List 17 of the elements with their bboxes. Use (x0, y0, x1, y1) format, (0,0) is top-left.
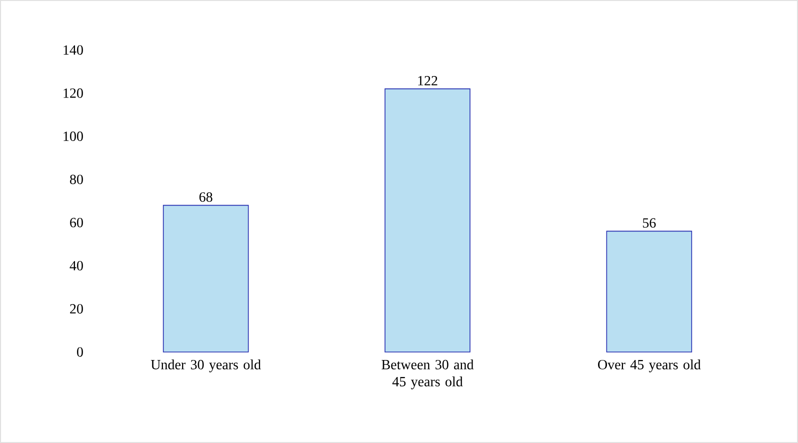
x-tick-label: Over 45 years old (598, 360, 701, 372)
y-tick-label: 80 (70, 174, 83, 184)
data-label: 56 (642, 218, 656, 228)
data-label: 68 (199, 192, 212, 202)
y-tick-label: 0 (77, 347, 83, 357)
y-tick-label: 60 (70, 218, 83, 228)
bar (162, 204, 249, 352)
bar (384, 88, 470, 352)
x-tick-label: Under 30 years old (150, 360, 261, 372)
y-tick-label: 140 (64, 45, 83, 55)
bar (606, 230, 692, 352)
data-label: 122 (418, 76, 438, 86)
x-tick-label: Between 30 and 45 years old (382, 360, 474, 390)
y-tick-label: 40 (70, 260, 83, 270)
y-tick-label: 120 (64, 88, 83, 98)
y-tick-label: 100 (64, 132, 83, 141)
y-tick-label: 20 (70, 304, 83, 314)
